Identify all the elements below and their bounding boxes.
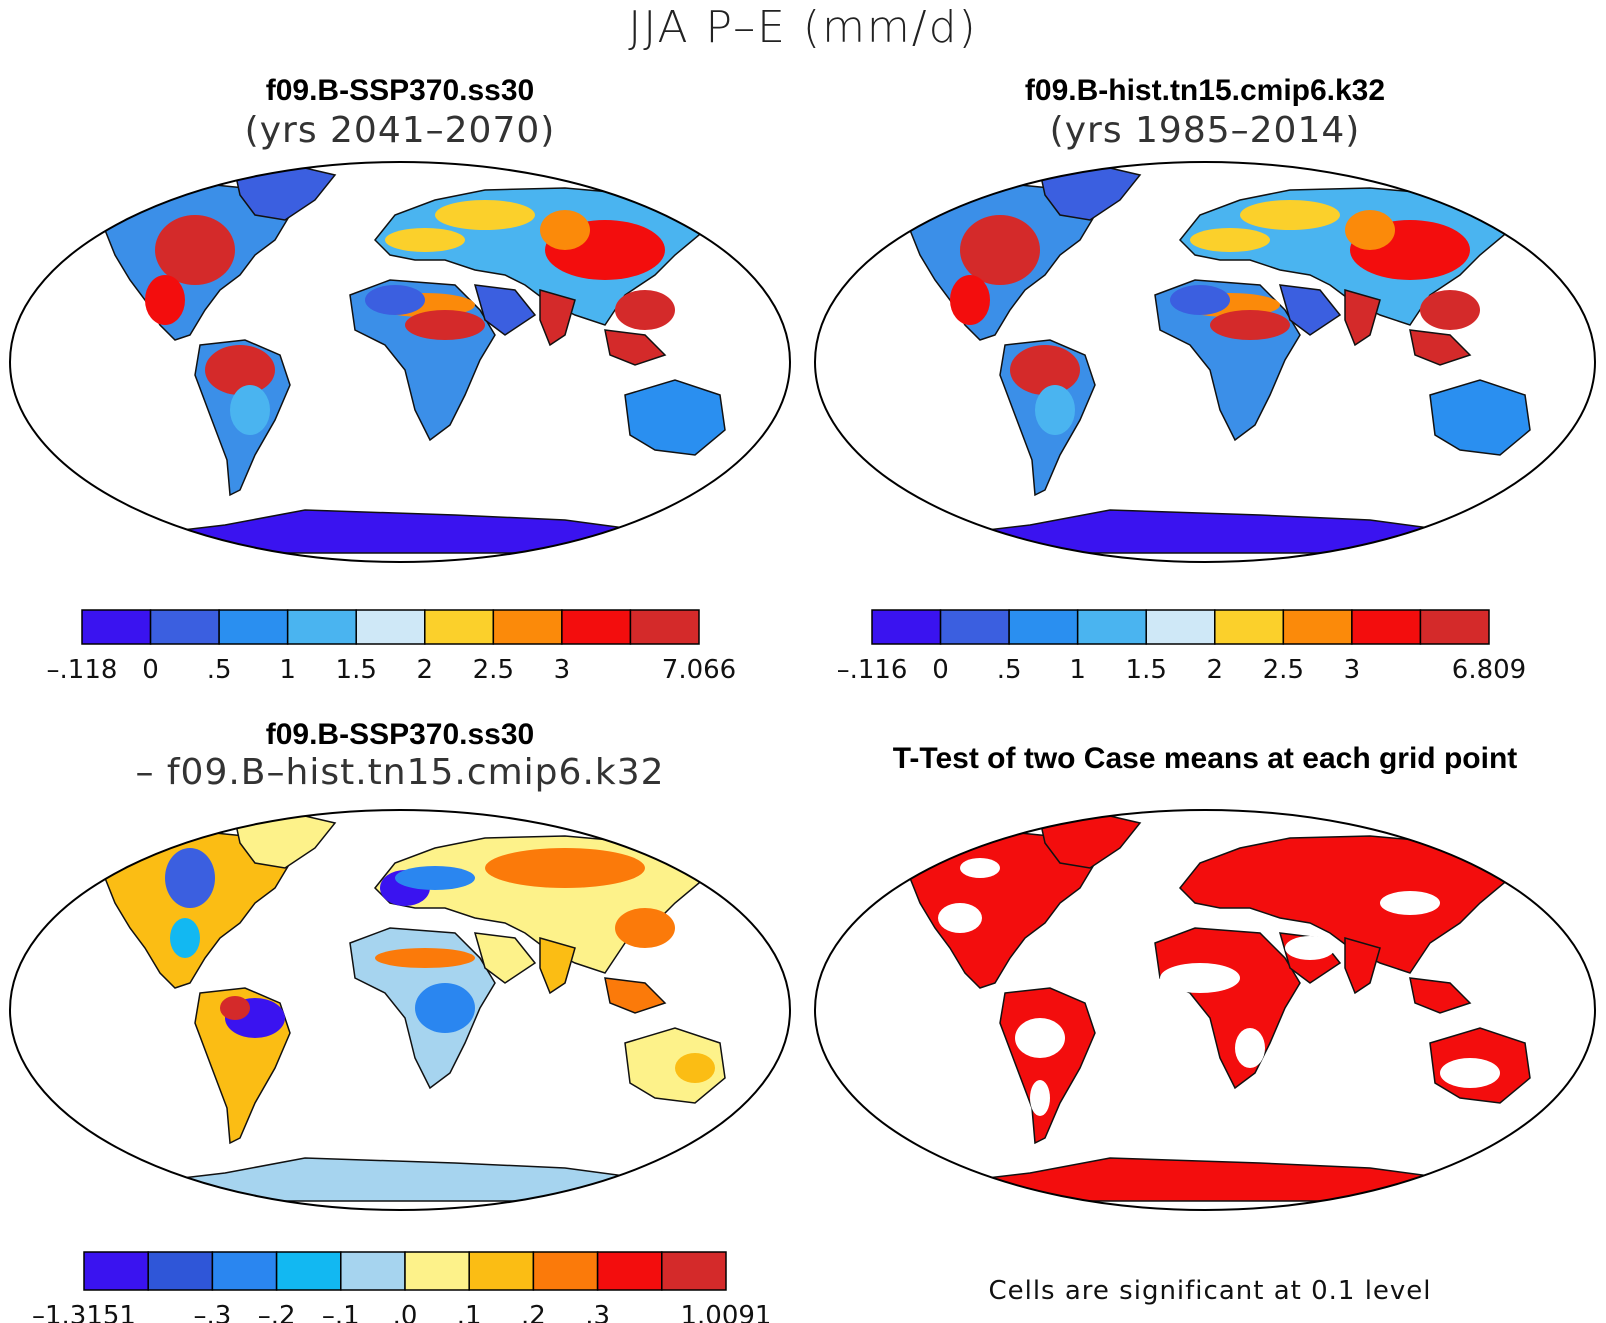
colorbar-label: –.116 <box>838 655 907 685</box>
colorbar-label: 3 <box>1344 655 1361 685</box>
colorbar-label: –.1 <box>322 1301 360 1323</box>
colorbar-label: 2.5 <box>473 655 514 685</box>
colorbar-label: 2 <box>1207 655 1224 685</box>
continent-eurasia <box>1178 835 1511 974</box>
continent-antarctica <box>139 1157 661 1202</box>
colorbar-swatch <box>355 609 426 645</box>
colorbar-swatch <box>468 1251 535 1291</box>
continent-australia <box>624 379 726 456</box>
colorbar-label: –.3 <box>193 1301 231 1323</box>
map-frame <box>9 809 791 1211</box>
panel1-subtitle: (yrs 2041–2070) <box>244 110 556 151</box>
colorbar-swatch <box>404 1251 470 1291</box>
colorbar-swatch <box>532 1251 599 1291</box>
continent-australia <box>624 1027 726 1104</box>
colorbar-swatch <box>424 609 495 645</box>
colorbar-ssp370: –.118 0 .5 1 1.5 2 2.5 3 7.066 <box>47 609 736 685</box>
colorbar-swatch <box>211 1251 278 1291</box>
colorbar-label: .3 <box>585 1301 610 1323</box>
colorbar-label: 1.0091 <box>681 1301 772 1323</box>
figure-title: JJA P–E (mm/d) <box>628 2 978 53</box>
panel2-title: f09.B-hist.tn15.cmip6.k32 <box>1024 74 1386 107</box>
map-ttest <box>814 809 1596 1211</box>
colorbar-swatch <box>1419 609 1490 645</box>
colorbar-swatch <box>561 609 632 645</box>
panel2-subtitle: (yrs 1985–2014) <box>1049 110 1361 151</box>
colorbar-swatch <box>218 609 289 645</box>
panel3-title: f09.B-SSP370.ss30 <box>265 718 535 751</box>
colorbar-difference: –1.3151 –.3 –.2 –.1 .0 .1 .2 .3 1.0091 <box>32 1251 772 1323</box>
colorbar-swatch <box>275 1251 342 1291</box>
panel1-title: f09.B-SSP370.ss30 <box>265 74 535 107</box>
colorbar-swatch <box>1214 609 1285 645</box>
colorbar-label: 1 <box>279 655 296 685</box>
colorbar-swatch <box>286 609 357 645</box>
continent-india <box>1344 289 1381 347</box>
continent-greenland <box>234 167 337 221</box>
map-frame <box>9 161 791 563</box>
colorbar-label: 0 <box>932 655 949 685</box>
colorbar-swatch <box>340 1251 406 1291</box>
colorbar-swatch <box>1008 609 1079 645</box>
colorbar-label: 3 <box>554 655 571 685</box>
colorbar-swatch <box>661 1251 727 1291</box>
colorbar-hist: –.116 0 .5 1 1.5 2 2.5 3 6.809 <box>838 609 1526 685</box>
colorbar-label: .1 <box>457 1301 482 1323</box>
continent-india <box>1344 937 1381 995</box>
continent-arabia <box>473 284 537 336</box>
colorbar-label: 2 <box>417 655 434 685</box>
colorbar-label: .5 <box>997 655 1022 685</box>
continent-greenland <box>1039 167 1142 221</box>
colorbar-swatch <box>149 609 220 645</box>
continent-arabia <box>1278 284 1342 336</box>
colorbar-swatch <box>629 609 700 645</box>
colorbar-label: .2 <box>521 1301 546 1323</box>
colorbar-label: 1 <box>1069 655 1086 685</box>
map-ssp370 <box>9 161 791 563</box>
colorbar-label: 0 <box>142 655 159 685</box>
continent-antarctica <box>139 509 661 554</box>
colorbar-swatch <box>1282 609 1353 645</box>
colorbar-swatch <box>81 609 152 645</box>
colorbar-swatch <box>147 1251 214 1291</box>
continent-seasia <box>1409 329 1472 366</box>
continent-antarctica <box>944 1157 1466 1202</box>
map-hist <box>814 161 1596 563</box>
map-frame <box>814 161 1596 563</box>
continent-arabia <box>473 932 537 984</box>
colorbar-swatch <box>1145 609 1216 645</box>
colorbar-label: 6.809 <box>1452 655 1526 685</box>
colorbar-label: 7.066 <box>662 655 736 685</box>
continent-greenland <box>1039 815 1142 869</box>
continent-india <box>539 937 576 995</box>
colorbar-swatch <box>492 609 563 645</box>
colorbar-label: –.2 <box>258 1301 296 1323</box>
continent-antarctica <box>944 509 1466 554</box>
colorbar-swatch <box>939 609 1010 645</box>
colorbar-label: .5 <box>207 655 232 685</box>
colorbar-swatch <box>871 609 942 645</box>
colorbar-swatch <box>83 1251 149 1291</box>
significance-note: Cells are significant at 0.1 level <box>988 1276 1432 1306</box>
colorbar-label: 1.5 <box>336 655 377 685</box>
panel4-title: T-Test of two Case means at each grid po… <box>892 742 1518 775</box>
colorbar-label: 2.5 <box>1263 655 1304 685</box>
panel3-subtitle: – f09.B–hist.tn15.cmip6.k32 <box>135 752 665 793</box>
colorbar-swatch <box>596 1251 663 1291</box>
continent-greenland <box>234 815 337 869</box>
colorbar-swatch <box>1351 609 1422 645</box>
continent-australia <box>1429 379 1531 456</box>
colorbar-label: –1.3151 <box>32 1301 136 1323</box>
colorbar-label: .0 <box>393 1301 418 1323</box>
continent-seasia <box>604 329 667 366</box>
continent-seasia <box>604 977 667 1014</box>
continent-india <box>539 289 576 347</box>
colorbar-swatch <box>1076 609 1147 645</box>
map-difference <box>9 809 791 1211</box>
map-frame <box>814 809 1596 1211</box>
colorbar-label: 1.5 <box>1126 655 1167 685</box>
colorbar-label: –.118 <box>47 655 118 685</box>
continent-seasia <box>1409 977 1472 1014</box>
